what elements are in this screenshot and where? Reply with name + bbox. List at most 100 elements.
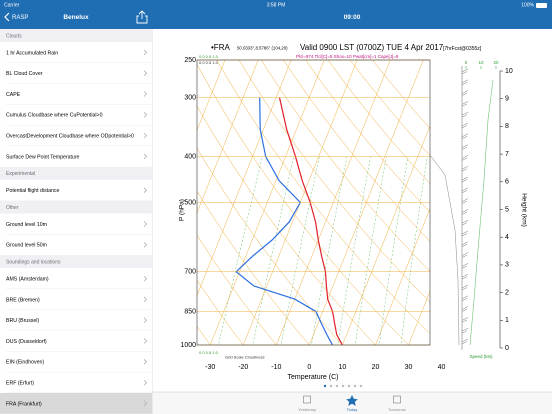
wind-barb: [461, 273, 469, 280]
list-item[interactable]: [0, 146, 152, 167]
list-item-label[interactable]: CAPE: [6, 92, 21, 98]
list-item[interactable]: [0, 393, 152, 414]
dry-adiabat: [283, 60, 430, 242]
back-button[interactable]: RASP: [12, 15, 28, 21]
list-item-label[interactable]: Ground level 50m: [6, 243, 47, 249]
list-item-label[interactable]: Ground level 10m: [6, 222, 47, 228]
x-tick-label: 10: [339, 364, 347, 371]
list-item[interactable]: [0, 372, 152, 393]
list-item[interactable]: [0, 125, 152, 146]
list-item[interactable]: [0, 179, 152, 201]
chevron: [143, 379, 148, 386]
list-item[interactable]: [0, 268, 152, 289]
tab-icon[interactable]: [393, 395, 401, 404]
dry-adiabat: [197, 190, 310, 345]
page-dot: [353, 384, 357, 388]
plot-frame: [196, 59, 431, 346]
back-chevron[interactable]: [4, 12, 10, 22]
list-item[interactable]: [0, 83, 152, 105]
wind-barb: [461, 306, 469, 312]
tab-label[interactable]: Yesterday: [298, 407, 316, 412]
list-item-label[interactable]: BL Cloud Cover: [6, 71, 43, 77]
carrier: Carrier: [4, 2, 20, 8]
chevron: [143, 400, 148, 407]
skewt-chart: -30 -20 -10 0 10 20 30 402503004005007008501000…: [179, 43, 528, 381]
dewpoint-line: [235, 97, 334, 345]
list-item-label[interactable]: OvercastDevelopment Cloudbase where ODpo…: [6, 133, 134, 139]
tab-label[interactable]: Today: [347, 407, 358, 412]
height-tick-label: 7: [505, 151, 509, 158]
wind-barb: [461, 241, 469, 248]
height-tick-label: 4: [505, 234, 509, 241]
chevron: [143, 275, 148, 282]
speed-label: Speed (kts): [469, 354, 493, 359]
speed-tick-label: 20: [493, 60, 499, 65]
battery: 100%: [521, 2, 534, 8]
isotherm: [375, 207, 430, 345]
wind-barb: [461, 90, 469, 96]
mixing-line: [218, 156, 263, 345]
list-item-label[interactable]: Cumulus Cloudbase where CuPotential>0: [6, 113, 103, 119]
wind-barb: [461, 317, 469, 323]
section-header: [0, 166, 152, 180]
list-item[interactable]: [0, 104, 152, 126]
wind-barb: [461, 176, 469, 183]
wind-barb: [461, 68, 469, 75]
list-item[interactable]: [0, 213, 152, 235]
list-item-label[interactable]: ERF (Erfurt): [6, 380, 34, 386]
x-axis-label: Temperature (C): [288, 374, 339, 381]
list-item-label[interactable]: BRE (Bremen): [6, 297, 40, 303]
wind-barb: [461, 122, 469, 129]
chevron: [143, 221, 148, 227]
list-item[interactable]: [0, 351, 152, 373]
tab-icon[interactable]: [303, 395, 311, 404]
page-dot: [335, 384, 339, 388]
dry-adiabat: [261, 60, 430, 272]
tab-icon[interactable]: [346, 395, 358, 406]
list-item-label[interactable]: FRA (Frankfurt): [6, 401, 42, 407]
list-item[interactable]: [0, 289, 152, 310]
wind-barb: [461, 327, 469, 334]
chevron: [143, 91, 148, 97]
x-tick-label: 40: [438, 364, 446, 371]
list-item[interactable]: [0, 330, 152, 352]
dry-adiabat: [197, 105, 376, 345]
list-item[interactable]: [0, 234, 152, 256]
chevron: [143, 112, 148, 118]
list-item[interactable]: [0, 42, 152, 63]
clock: 3:58 PM: [267, 2, 286, 8]
height-tick-label: 9: [505, 96, 509, 103]
list-item[interactable]: [0, 309, 152, 331]
mixing-line: [354, 156, 387, 345]
section-title: Clouds: [6, 33, 22, 39]
y-tick-label: 850: [184, 308, 196, 315]
mixing-line: [280, 156, 320, 345]
plot-clip: [197, 60, 430, 345]
params: Plcl=974 Tlcl[C]=5 Shox=10 Pwat[cm]=1 Ca…: [296, 54, 399, 59]
share-button[interactable]: [136, 10, 148, 24]
cloud-label: Grid Scale Cloudiness: [225, 355, 265, 360]
list-item-label[interactable]: Potential flight distance: [6, 188, 59, 194]
list-item-label[interactable]: EIN (Eindhoven): [6, 360, 44, 366]
list-item-label[interactable]: Surface Dew Point Temperature: [6, 154, 80, 160]
tabs: Yesterday Today Tomorrow: [298, 395, 406, 412]
mixing-line: [252, 156, 294, 345]
list-item[interactable]: [0, 62, 152, 84]
valid-time: Valid 0900 LST (0700Z) TUE 4 Apr 2017: [300, 43, 444, 52]
height-profile: [429, 154, 460, 346]
section-header: [0, 29, 152, 42]
nav-bar: [0, 0, 552, 29]
height-tick-label: 10: [505, 68, 513, 75]
wind-barb: [461, 338, 469, 345]
list-item-label[interactable]: DUS (Dusseldorf): [6, 339, 47, 345]
tab-label[interactable]: Tomorrow: [388, 407, 406, 412]
list-item-label[interactable]: 1 hr Accumulated Rain: [6, 50, 58, 56]
section-title: Experimental: [6, 171, 35, 177]
y-tick-label: 700: [184, 269, 196, 276]
forecast: [7hrFcst@0355z]: [443, 46, 482, 52]
list-item-label[interactable]: BRU (Brussel): [6, 318, 39, 324]
page-dot: [359, 384, 363, 388]
list-item-label[interactable]: AMS (Amsterdam): [6, 276, 49, 282]
